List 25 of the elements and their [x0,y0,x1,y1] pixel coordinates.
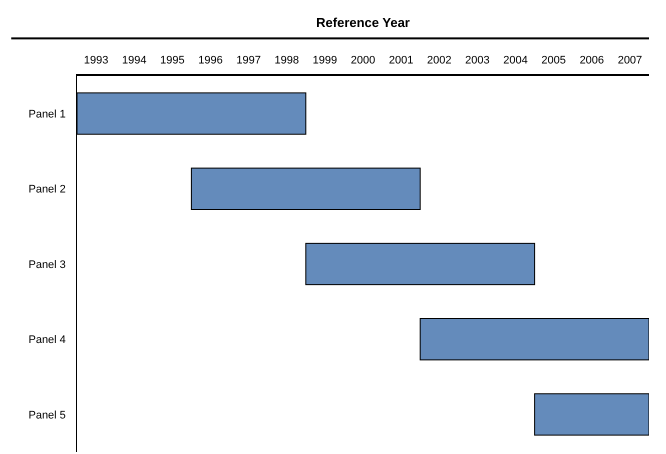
y-tick-label: Panel 5 [28,409,66,422]
x-tick-label: 1993 [84,54,108,67]
x-tick-label: 1998 [274,54,299,67]
x-tick-label: 2000 [350,54,376,67]
x-tick-label: 1995 [160,54,185,67]
x-tick-label: 1999 [312,54,338,67]
x-tick-label: 2004 [503,54,528,67]
bar [190,168,421,210]
x-tick-label: 2002 [427,54,452,67]
x-tick-label: 1996 [198,54,223,67]
y-tick-label: Panel 1 [28,108,66,120]
x-tick-label: 2007 [618,54,642,67]
x-tick-label: 2006 [580,54,604,67]
bar [534,393,649,436]
x-tick-label: 1994 [122,54,146,67]
x-tick-label: 2001 [388,54,414,67]
x-tick-label: 2005 [541,54,566,67]
y-tick-label: Panel 4 [28,334,66,346]
bar [305,242,536,286]
bar [420,318,649,360]
x-axis-title: Reference Year [316,15,410,30]
y-tick-label: Panel 2 [28,184,66,196]
x-tick-label: 1997 [236,54,261,67]
y-tick-label: Panel 3 [28,258,66,271]
x-tick-label: 2003 [465,54,490,67]
